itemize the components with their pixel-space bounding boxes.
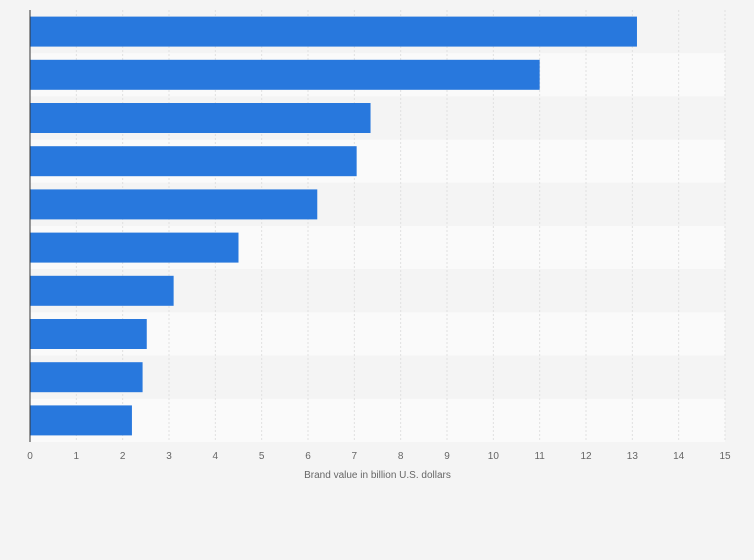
x-tick-label: 3 bbox=[166, 451, 172, 462]
bars bbox=[30, 16, 637, 436]
x-tick-label: 11 bbox=[534, 451, 545, 462]
row-band bbox=[30, 355, 725, 399]
x-tick-label: 14 bbox=[673, 451, 685, 462]
bar[interactable] bbox=[30, 362, 143, 393]
row-band bbox=[30, 398, 725, 442]
bar[interactable] bbox=[30, 189, 318, 220]
bar[interactable] bbox=[30, 405, 132, 436]
x-tick-label: 2 bbox=[120, 451, 126, 462]
x-tick-label: 13 bbox=[627, 451, 639, 462]
bar[interactable] bbox=[30, 146, 357, 177]
x-tick-label: 4 bbox=[213, 451, 219, 462]
x-tick-label: 0 bbox=[27, 451, 33, 462]
x-tick-labels: 0 1 2 3 4 5 6 7 8 9 10 11 12 13 14 15 bbox=[27, 451, 731, 462]
x-tick-label: 6 bbox=[305, 451, 311, 462]
bar[interactable] bbox=[30, 16, 637, 47]
x-tick-label: 1 bbox=[74, 451, 80, 462]
bar[interactable] bbox=[30, 232, 239, 263]
bar[interactable] bbox=[30, 59, 540, 90]
x-tick-label: 12 bbox=[580, 451, 592, 462]
x-tick-label: 10 bbox=[488, 451, 500, 462]
x-tick-label: 5 bbox=[259, 451, 265, 462]
bar[interactable] bbox=[30, 319, 147, 349]
x-tick-label: 8 bbox=[398, 451, 404, 462]
bar[interactable] bbox=[30, 103, 371, 133]
x-axis-title: Brand value in billion U.S. dollars bbox=[304, 470, 451, 481]
x-tick-label: 7 bbox=[352, 451, 358, 462]
bar[interactable] bbox=[30, 275, 174, 306]
x-tick-label: 9 bbox=[444, 451, 450, 462]
x-tick-label: 15 bbox=[719, 451, 731, 462]
